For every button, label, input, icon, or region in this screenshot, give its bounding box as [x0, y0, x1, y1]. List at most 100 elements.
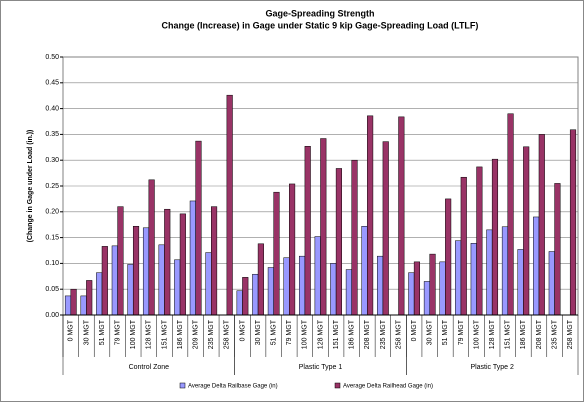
bar	[538, 134, 545, 316]
group-label: Plastic Type 2	[470, 364, 514, 371]
x-tick-label: 128 MGT	[489, 319, 496, 349]
bar	[226, 94, 233, 316]
x-tick-label: 100 MGT	[302, 319, 309, 349]
bar	[257, 243, 264, 316]
y-tick-label: 0.45	[45, 80, 59, 87]
bar	[455, 240, 462, 316]
bar	[491, 158, 499, 316]
bar	[460, 176, 467, 316]
x-tick-label: 208 MGT	[536, 319, 543, 349]
bar	[476, 166, 483, 316]
bar	[445, 198, 452, 316]
bar	[174, 259, 181, 316]
bar	[335, 168, 342, 316]
bar	[211, 206, 218, 316]
legend-swatch	[334, 382, 341, 389]
bar	[267, 267, 274, 316]
legend-label: Average Delta Railhead Gage (in)	[343, 384, 433, 390]
chart-subtitle: Change (Increase) in Gage under Static 9…	[162, 20, 479, 30]
bar	[195, 140, 202, 316]
x-tick-label: 51 MGT	[99, 319, 106, 345]
bar	[158, 244, 165, 316]
bar	[142, 227, 150, 316]
x-tick-label: 235 MGT	[208, 319, 215, 349]
bar	[554, 183, 561, 316]
bar	[304, 146, 311, 316]
bar	[361, 225, 368, 316]
bar	[533, 216, 540, 316]
bar	[470, 243, 477, 316]
y-tick-label: 0.15	[45, 234, 59, 241]
y-tick-label: 0.05	[45, 286, 59, 293]
bar	[517, 249, 524, 316]
bar	[382, 141, 389, 316]
x-tick-label: 128 MGT	[317, 319, 324, 349]
bar	[367, 115, 374, 316]
x-tick-label: 258 MGT	[224, 319, 231, 349]
x-tick-label: 151 MGT	[161, 319, 168, 349]
bar	[283, 257, 290, 316]
legend-label: Average Delta Railbase Gage (in)	[188, 384, 278, 390]
x-tick-label: 79 MGT	[286, 319, 293, 345]
bar	[314, 236, 321, 316]
bar	[242, 277, 249, 316]
x-tick-label: 79 MGT	[458, 319, 465, 345]
y-tick-label: 0.00	[45, 312, 59, 319]
x-tick-label: 151 MGT	[333, 319, 340, 349]
bar	[398, 116, 405, 316]
x-tick-label: 258 MGT	[395, 319, 402, 349]
x-tick-label: 235 MGT	[380, 319, 387, 349]
y-tick-label: 0.20	[45, 209, 59, 216]
bar	[252, 273, 259, 316]
bar	[351, 159, 358, 316]
y-tick-label: 0.10	[45, 260, 59, 267]
bar	[507, 113, 514, 316]
x-tick-label: 30 MGT	[427, 319, 434, 345]
bar	[86, 280, 93, 316]
y-axis-label: (Change in Gage under Load (in.))	[27, 130, 34, 243]
bar	[569, 129, 577, 316]
bar	[345, 269, 352, 316]
y-tick-label: 0.30	[45, 157, 59, 164]
bar	[127, 264, 134, 316]
bar	[501, 226, 509, 316]
bar	[408, 272, 415, 316]
bar	[179, 213, 186, 316]
group-label: Plastic Type 1	[299, 364, 343, 371]
bar	[377, 255, 384, 316]
x-tick-label: 258 MGT	[567, 319, 574, 349]
bar	[117, 206, 124, 316]
bar	[96, 272, 103, 316]
x-tick-label: 30 MGT	[255, 319, 262, 345]
x-tick-label: 151 MGT	[505, 319, 512, 349]
x-tick-label: 51 MGT	[271, 319, 278, 345]
bar	[64, 295, 72, 316]
x-tick-label: 30 MGT	[83, 319, 90, 345]
x-tick-label: 208 MGT	[364, 319, 371, 349]
x-tick-label: 100 MGT	[473, 319, 480, 349]
x-tick-label: 100 MGT	[130, 319, 137, 349]
bar	[80, 295, 87, 316]
bar	[148, 179, 155, 316]
bar	[330, 263, 337, 316]
bar	[205, 252, 212, 316]
x-tick-label: 209 MGT	[192, 319, 199, 349]
x-tick-label: 0 MGT	[239, 319, 246, 341]
x-tick-label: 79 MGT	[114, 319, 121, 345]
y-tick-label: 0.50	[45, 54, 59, 61]
x-tick-label: 186 MGT	[520, 319, 527, 349]
bar	[111, 245, 118, 316]
bar	[299, 255, 306, 316]
group-label: Control Zone	[129, 364, 170, 371]
y-tick-label: 0.25	[45, 183, 59, 190]
x-tick-label: 186 MGT	[349, 319, 356, 349]
bar	[429, 253, 436, 316]
x-tick-label: 128 MGT	[146, 319, 153, 349]
bar	[70, 288, 77, 316]
bar	[413, 261, 421, 316]
bar	[236, 290, 243, 316]
bar	[132, 225, 140, 316]
bar	[548, 251, 555, 316]
legend-swatch	[179, 382, 186, 389]
